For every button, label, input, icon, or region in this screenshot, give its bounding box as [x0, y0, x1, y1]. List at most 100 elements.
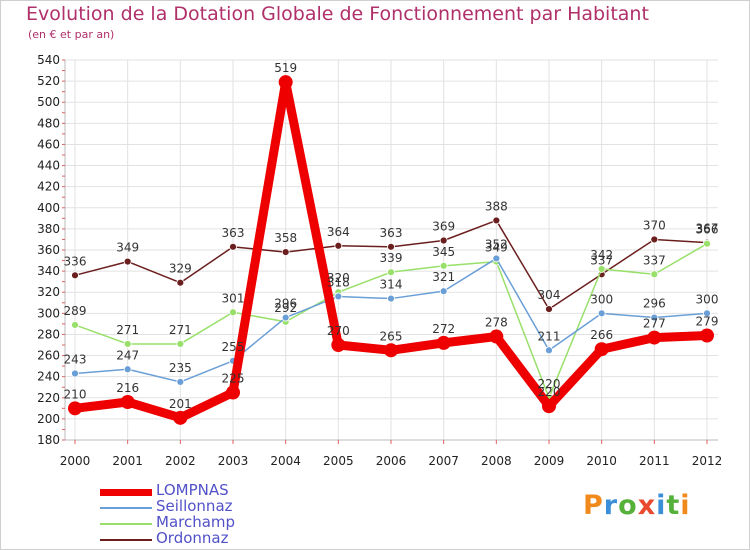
point-lompnas — [331, 338, 346, 352]
data-label-lompnas: 278 — [485, 316, 508, 330]
point-ordonnaz — [387, 242, 395, 251]
data-label-marchamp: 289 — [64, 304, 87, 318]
x-tick-label: 2006 — [376, 454, 407, 468]
data-label-seillonnaz: 243 — [64, 353, 87, 367]
point-ordonnaz — [176, 278, 185, 287]
data-label-seillonnaz: 321 — [432, 270, 455, 284]
data-label-ordonnaz: 367 — [696, 222, 719, 236]
point-seillonnaz — [123, 365, 132, 374]
axes: 180 200 220 240 260 280 300 320 340 360 380 400 420 4… — [37, 53, 722, 468]
point-marchamp — [71, 321, 79, 329]
x-tick-label: 2011 — [639, 454, 670, 468]
point-seillonnaz — [281, 313, 290, 322]
chart-title: Evolution de la Dotation Globale de Fonc… — [26, 3, 649, 25]
data-labels: 336 349 329 363 358 364 363 369 388 304 337 370 367 2… — [64, 61, 719, 411]
y-tick-label: 280 — [37, 327, 60, 341]
x-tick-label: 2010 — [586, 454, 617, 468]
y-tick-label: 460 — [37, 137, 60, 151]
data-label-lompnas: 266 — [590, 328, 613, 342]
data-label-marchamp: 337 — [643, 253, 666, 267]
data-label-lompnas: 272 — [432, 322, 455, 336]
data-label-lompnas: 210 — [64, 387, 87, 401]
point-lompnas — [436, 335, 451, 350]
x-tick-label: 2002 — [165, 454, 196, 468]
legend-swatch-ordonnaz — [100, 539, 152, 541]
logo-letter: i — [680, 490, 691, 521]
data-label-seillonnaz: 300 — [590, 292, 613, 306]
data-label-marchamp: 271 — [169, 323, 192, 337]
data-label-ordonnaz: 336 — [64, 254, 87, 268]
point-seillonnaz — [650, 313, 659, 322]
data-label-seillonnaz: 296 — [643, 297, 666, 311]
point-marchamp — [229, 308, 237, 317]
point-lompnas — [68, 401, 82, 416]
y-tick-label: 400 — [37, 201, 60, 215]
point-ordonnaz — [123, 257, 132, 266]
y-tick-label: 240 — [37, 370, 60, 384]
point-seillonnaz — [597, 309, 606, 318]
point-lompnas — [594, 342, 609, 357]
y-tick-label: 360 — [37, 243, 60, 257]
x-tick-label: 2007 — [428, 454, 459, 468]
logo-letter: r — [603, 490, 619, 521]
point-marchamp — [387, 268, 395, 277]
logo-letter: i — [656, 490, 667, 521]
y-tick-label: 440 — [37, 159, 60, 173]
point-seillonnaz — [439, 287, 448, 296]
y-tick-label: 200 — [37, 412, 60, 426]
data-label-lompnas: 270 — [327, 324, 350, 338]
legend-swatch-seillonnaz — [100, 507, 152, 509]
point-ordonnaz — [281, 248, 290, 257]
point-lompnas — [384, 343, 398, 358]
data-label-marchamp: 342 — [590, 248, 613, 262]
y-tick-label: 180 — [37, 433, 60, 447]
point-seillonnaz — [71, 369, 79, 378]
data-label-seillonnaz: 318 — [327, 275, 350, 289]
x-tick-label: 2000 — [60, 454, 91, 468]
data-label-ordonnaz: 329 — [169, 262, 192, 276]
data-label-marchamp: 220 — [538, 377, 561, 391]
data-label-lompnas: 225 — [222, 372, 245, 386]
point-ordonnaz — [545, 305, 553, 314]
data-label-marchamp: 271 — [116, 323, 139, 337]
point-lompnas — [542, 399, 556, 414]
point-lompnas — [700, 328, 714, 343]
point-ordonnaz — [492, 216, 501, 225]
data-label-seillonnaz: 296 — [274, 297, 297, 311]
point-seillonnaz — [703, 309, 711, 318]
data-label-lompnas: 519 — [274, 61, 297, 75]
data-label-seillonnaz: 235 — [169, 361, 192, 375]
point-lompnas — [278, 75, 293, 90]
point-marchamp — [439, 261, 448, 270]
y-tick-label: 380 — [37, 222, 60, 236]
data-label-ordonnaz: 304 — [538, 288, 561, 302]
data-label-marchamp: 366 — [696, 223, 719, 237]
x-tick-label: 2003 — [218, 454, 249, 468]
data-label-ordonnaz: 370 — [643, 218, 666, 232]
data-label-marchamp: 301 — [222, 291, 245, 305]
point-ordonnaz — [334, 241, 343, 250]
point-lompnas — [647, 330, 662, 345]
x-tick-label: 2009 — [534, 454, 565, 468]
y-tick-label: 340 — [37, 264, 60, 278]
legend-swatch-lompnas — [100, 489, 152, 496]
point-ordonnaz — [650, 235, 659, 244]
data-label-marchamp: 345 — [432, 245, 455, 259]
y-tick-label: 500 — [37, 95, 60, 109]
point-seillonnaz — [176, 378, 185, 386]
y-tick-label: 260 — [37, 349, 60, 363]
data-label-marchamp: 320 — [327, 271, 350, 285]
legend-label-ordonnaz: Ordonnaz — [156, 529, 229, 547]
proxiti-logo: Proxiti — [583, 490, 691, 521]
point-ordonnaz — [71, 271, 79, 280]
legend-label-lompnas: LOMPNAS — [156, 481, 229, 499]
data-label-ordonnaz: 363 — [380, 226, 403, 240]
data-label-ordonnaz: 388 — [485, 199, 508, 213]
chart-subtitle: (en € et par an) — [28, 28, 115, 41]
data-label-seillonnaz: 352 — [485, 237, 508, 251]
point-marchamp — [176, 340, 185, 348]
x-tick-label: 2004 — [270, 454, 301, 468]
y-tick-label: 420 — [37, 180, 60, 194]
data-label-ordonnaz: 363 — [222, 226, 245, 240]
